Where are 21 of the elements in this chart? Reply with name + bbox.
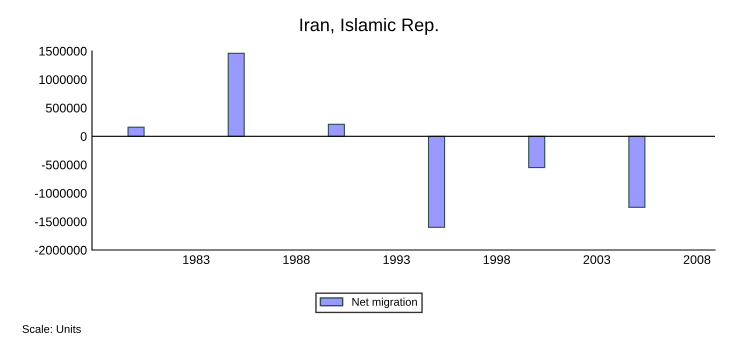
text: Scale: Units: [22, 324, 81, 333]
x-tick-label: 2008: [684, 255, 710, 264]
bar: [528, 136, 546, 168]
y-tick-label: -2000000: [34, 246, 87, 255]
x-tick-label: 2003: [584, 255, 610, 264]
bar: [428, 136, 446, 228]
bar: [628, 136, 646, 208]
x-tick-label: 1998: [484, 255, 510, 264]
y-tick-label: -1500000: [34, 217, 87, 226]
y-tick-label: 500000: [46, 104, 87, 113]
bar: [228, 52, 245, 137]
y-tick-label: -1000000: [34, 188, 87, 198]
y-tick-label: 1000000: [39, 75, 87, 84]
x-tick-label: 1983: [183, 255, 210, 264]
chart-title: Iran, Islamic Rep.: [300, 18, 438, 35]
y-tick-label: -500000: [42, 160, 87, 170]
legend-label: Net migration: [352, 298, 417, 308]
x-tick-label: 1993: [384, 255, 410, 264]
y-tick-label: 0: [80, 132, 87, 141]
y-tick-label: 1500000: [39, 46, 87, 56]
x-tick-label: 1988: [283, 255, 310, 264]
